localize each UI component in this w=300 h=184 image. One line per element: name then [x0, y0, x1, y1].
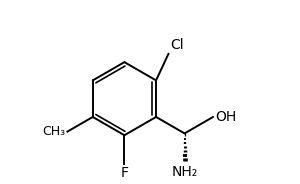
Text: Cl: Cl [170, 38, 184, 52]
Text: OH: OH [215, 110, 236, 124]
Text: F: F [120, 166, 128, 180]
Text: NH₂: NH₂ [171, 165, 198, 179]
Text: CH₃: CH₃ [43, 125, 66, 138]
